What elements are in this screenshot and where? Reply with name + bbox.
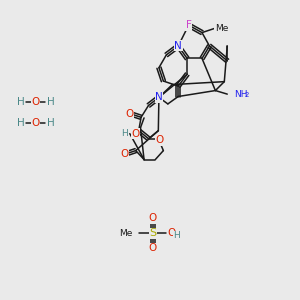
Text: H: H — [173, 231, 180, 240]
Text: O: O — [125, 109, 133, 119]
Text: H: H — [46, 98, 54, 107]
Text: H: H — [122, 129, 128, 138]
Text: NH: NH — [234, 90, 247, 99]
Text: N: N — [155, 92, 163, 102]
Text: Me: Me — [119, 229, 133, 238]
Text: H: H — [46, 118, 54, 128]
Text: O: O — [131, 129, 140, 139]
Text: S: S — [149, 228, 157, 238]
Text: H: H — [17, 98, 25, 107]
Text: O: O — [156, 135, 164, 145]
Text: O: O — [168, 228, 176, 238]
Text: O: O — [32, 98, 40, 107]
Text: N: N — [174, 41, 182, 51]
Text: O: O — [149, 243, 157, 253]
Text: O: O — [120, 148, 129, 159]
Text: F: F — [186, 20, 192, 30]
Text: Me: Me — [214, 24, 228, 33]
Text: O: O — [149, 213, 157, 224]
Text: H: H — [17, 118, 25, 128]
Text: O: O — [32, 118, 40, 128]
Text: 2: 2 — [244, 92, 249, 98]
